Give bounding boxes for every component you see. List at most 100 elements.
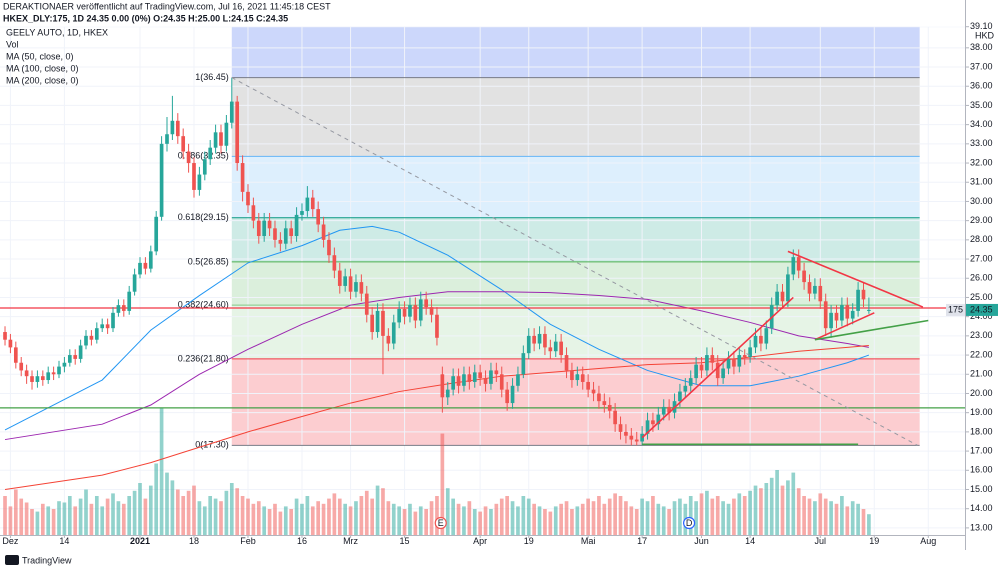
y-tick-label: 13.00 <box>970 522 993 532</box>
volume-bar <box>483 506 488 535</box>
volume-bar <box>867 514 871 535</box>
volume-bar <box>462 506 466 535</box>
volume-bar <box>256 501 261 535</box>
candle-body <box>105 324 110 329</box>
volume-bar <box>661 506 666 535</box>
volume-bar <box>559 503 563 535</box>
volume-bar <box>332 493 337 535</box>
candle-body <box>138 262 142 275</box>
volume-bar <box>289 509 294 535</box>
candle-body <box>516 374 520 386</box>
volume-bar <box>343 503 348 535</box>
volume-bar <box>143 498 148 535</box>
fib-label: 0.382(24.60) <box>178 300 229 310</box>
volume-bar <box>570 509 574 535</box>
x-tick-label: Feb <box>240 536 256 546</box>
y-tick-label: 27.00 <box>970 253 993 263</box>
volume-bar <box>111 493 115 535</box>
candle-body <box>521 353 526 375</box>
candle-body <box>418 299 423 321</box>
volume-bar <box>742 496 747 535</box>
candle-body <box>467 374 472 382</box>
volume-bar <box>715 496 720 535</box>
volume-bar <box>197 501 202 535</box>
candle-body <box>40 376 45 381</box>
volume-bar <box>580 503 585 535</box>
candle-body <box>440 374 445 398</box>
volume-bar <box>229 483 234 535</box>
volume-bar <box>845 506 850 535</box>
candle-body <box>705 355 709 371</box>
volume-bar <box>764 483 769 535</box>
candle-body <box>84 335 88 346</box>
candle-body <box>294 214 299 237</box>
candle-body <box>381 310 385 336</box>
y-tick-label: 17.00 <box>970 445 993 455</box>
volume-bar <box>30 509 34 535</box>
event-marker-label: D <box>686 518 693 528</box>
candle-body <box>586 381 590 390</box>
volume-bar <box>634 509 639 535</box>
volume-bar <box>769 477 774 535</box>
y-tick-label: 22.00 <box>970 349 993 359</box>
candle-body <box>715 362 720 379</box>
candle-body <box>721 368 725 379</box>
y-tick-label: 20.00 <box>970 388 993 398</box>
x-tick-label: 19 <box>524 536 534 546</box>
volume-bar <box>818 493 823 535</box>
candle-body <box>24 370 29 377</box>
candle-body <box>51 372 56 375</box>
volume-bar <box>796 488 801 535</box>
candle-body <box>246 191 250 206</box>
volume-bar <box>67 496 72 535</box>
volume-bar <box>489 509 493 535</box>
candle-body <box>159 143 164 217</box>
volume-bar <box>3 496 7 535</box>
candle-body <box>737 355 742 367</box>
candle-body <box>402 308 407 317</box>
volume-bar <box>602 503 607 535</box>
volume-bar <box>780 485 785 535</box>
candle-body <box>143 262 148 269</box>
candle-body <box>148 251 153 269</box>
volume-bar <box>202 506 207 535</box>
y-tick-label: 38.00 <box>970 42 993 52</box>
volume-bar <box>78 498 83 535</box>
volume-bar <box>726 503 731 535</box>
trendline <box>787 250 924 308</box>
candle-body <box>602 401 607 405</box>
candle-body <box>759 335 763 344</box>
volume-bar <box>699 493 704 535</box>
volume-bar <box>413 511 418 535</box>
candle-body <box>116 305 121 313</box>
header-bar <box>0 0 965 26</box>
candle-body <box>850 310 855 319</box>
candle-body <box>13 347 18 363</box>
x-tick-label: Aug <box>920 536 936 546</box>
candle-body <box>154 216 159 252</box>
candle-body <box>559 341 563 356</box>
volume-bar <box>246 498 250 535</box>
candle-body <box>327 239 331 256</box>
volume-bar <box>310 506 315 535</box>
candle-body <box>267 220 272 229</box>
candle-body <box>564 355 569 371</box>
candle-body <box>732 358 736 367</box>
fib-label: 1(36.45) <box>195 72 229 82</box>
candle-body <box>645 420 650 434</box>
volume-bar <box>478 511 482 535</box>
fib-label: 0.618(29.15) <box>178 212 229 222</box>
candle-body <box>845 305 850 319</box>
candle-body <box>354 282 358 292</box>
volume-bar <box>337 498 342 535</box>
candle-body <box>289 228 294 237</box>
volume-bar <box>418 506 423 535</box>
candle-body <box>46 372 51 381</box>
trendline <box>814 312 875 341</box>
volume-bar <box>359 496 364 535</box>
footer-logo: TradingView <box>5 555 72 565</box>
candle-body <box>726 358 731 369</box>
volume-bar <box>386 501 391 535</box>
candle-body <box>710 355 715 363</box>
candle-body <box>807 282 812 294</box>
